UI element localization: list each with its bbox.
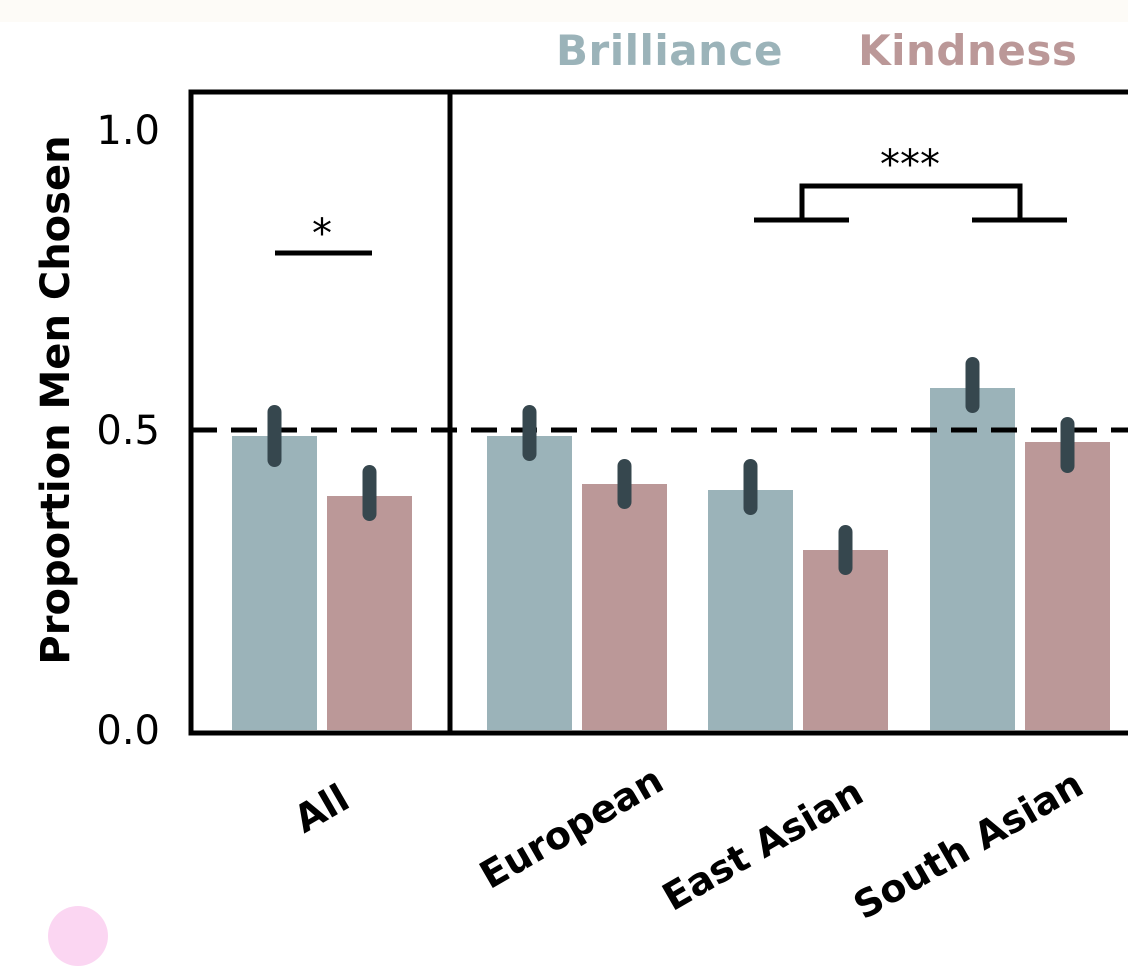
bar-kindness-east-asian (803, 550, 888, 730)
plot-frame (188, 89, 1128, 736)
bar-brilliance-all (232, 436, 317, 730)
y-tick-label: 1.0 (96, 108, 160, 154)
top-band (0, 0, 1128, 22)
bar-kindness-south-asian (1025, 442, 1110, 730)
x-tick-label-european: European (472, 758, 670, 898)
x-tick-label-all: All (286, 776, 356, 842)
bar-kindness-all (327, 496, 412, 730)
legend: Brilliance Kindness (556, 26, 1128, 75)
bar-kindness-european (582, 484, 667, 730)
significance-label-all: * (312, 211, 332, 257)
x-tick-label-south-asian: South Asian (846, 762, 1090, 928)
significance-bracket (754, 183, 1067, 223)
bar-brilliance-south-asian (930, 388, 1015, 730)
significance-label-bracket: *** (880, 142, 940, 188)
y-tick-label: 0.0 (96, 708, 160, 754)
bar-brilliance-east-asian (708, 490, 793, 730)
bar-brilliance-european (487, 436, 572, 730)
legend-entry-brilliance: Brilliance (556, 26, 783, 75)
x-tick-label-east-asian: East Asian (655, 770, 870, 920)
y-tick-label: 0.5 (96, 408, 160, 454)
legend-entry-kindness: Kindness (858, 26, 1078, 75)
